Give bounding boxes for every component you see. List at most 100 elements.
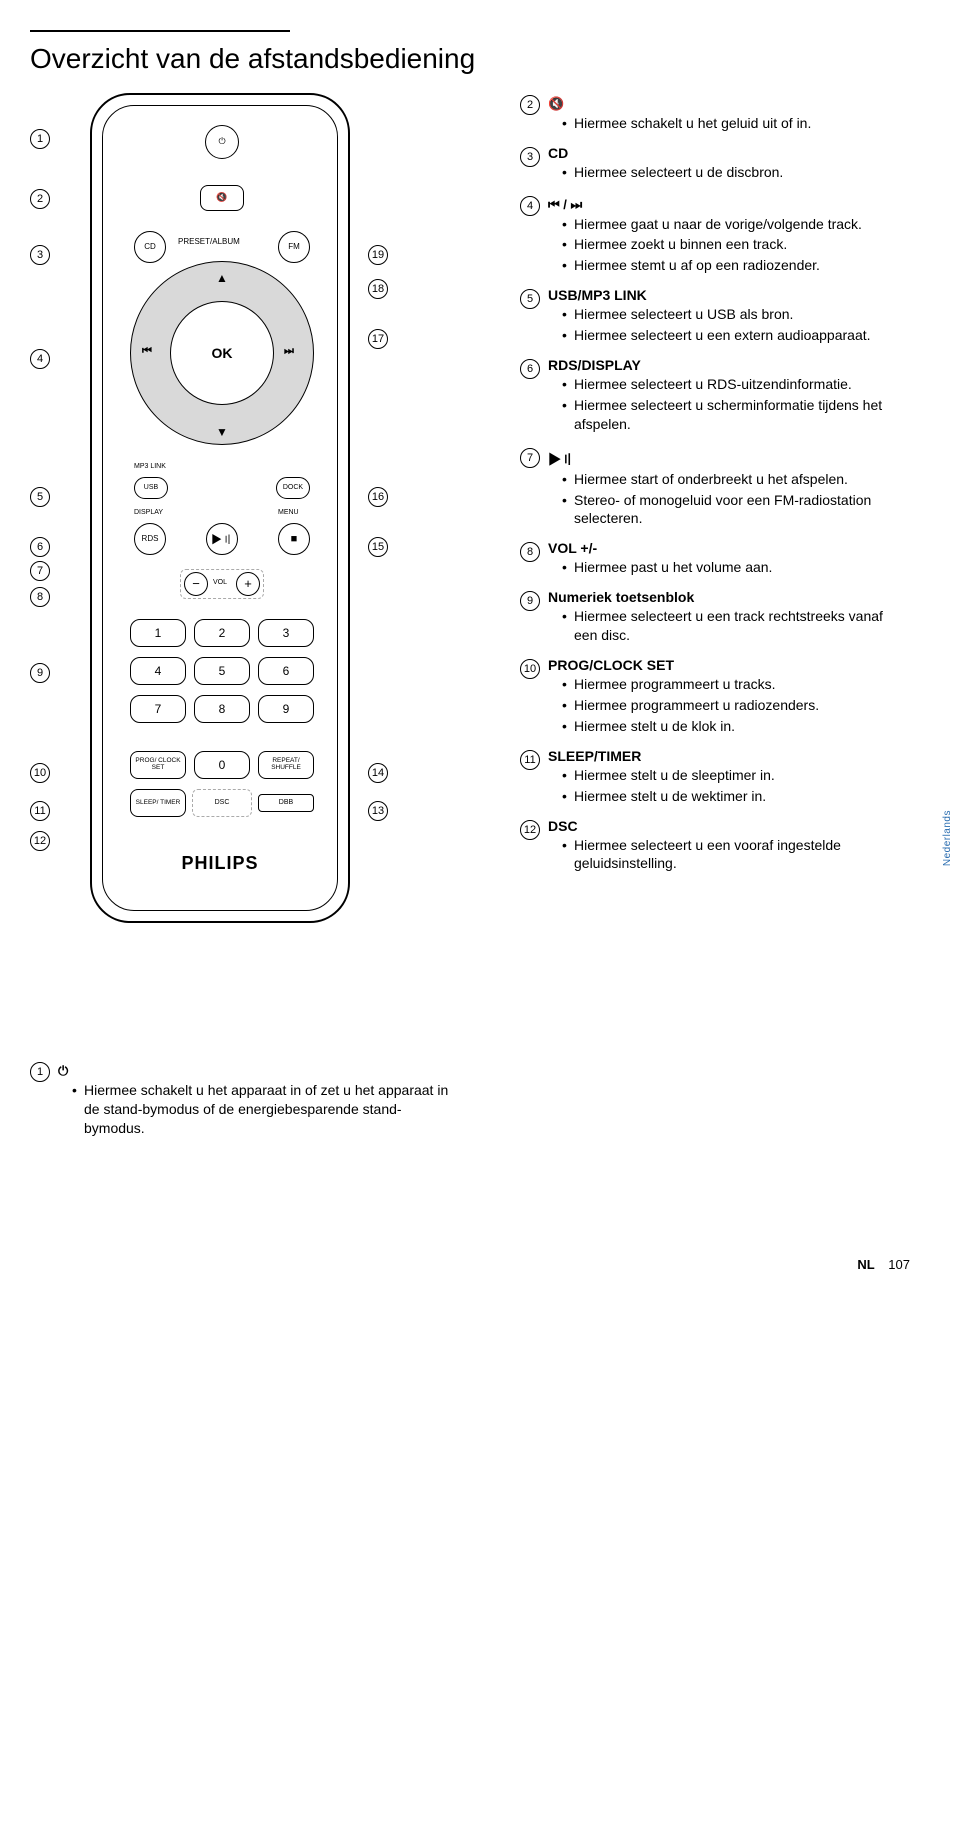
desc-num: 10 — [520, 659, 540, 679]
mute-button: 🔇 — [200, 185, 244, 211]
top-rule — [30, 30, 290, 32]
callout-13: 13 — [368, 801, 388, 821]
desc-bullet: Hiermee selecteert u scherminformatie ti… — [562, 396, 910, 434]
desc-item-10: 10PROG/CLOCK SETHiermee programmeert u t… — [520, 657, 910, 738]
desc-num: 7 — [520, 448, 540, 468]
remote-outline: ⏻ 🔇 CD PRESET/ALBUM FM OK ▲ ▼ ⏮ ⏭ MP3 LI… — [90, 93, 350, 923]
desc-heading: CD — [548, 145, 568, 161]
desc-icon: 🔇 — [548, 96, 564, 112]
desc-num: 2 — [520, 95, 540, 115]
prog-button: PROG/ CLOCK SET — [130, 751, 186, 779]
repeat-button: REPEAT/ SHUFFLE — [258, 751, 314, 779]
desc-item-12: 12 DSC Hiermee selecteert u een vooraf ing… — [520, 818, 910, 876]
prev-track: ⏮ — [142, 345, 152, 358]
desc-item-3: 3 CD Hiermee selecteert u de discbron. — [520, 145, 910, 184]
next-track: ⏭ — [284, 345, 294, 358]
dsc-button: DSC — [194, 794, 250, 812]
desc-bullet: Hiermee stelt u de klok in. — [562, 717, 819, 736]
dbb-button: DBB — [258, 794, 314, 812]
footer-page: 107 — [888, 1257, 910, 1272]
key-0: 0 — [194, 751, 250, 779]
usb-button: USB — [134, 477, 168, 499]
preset-label: PRESET/ALBUM — [178, 237, 240, 246]
callout-7: 7 — [30, 561, 50, 581]
mp3link-label: MP3 LINK — [134, 463, 166, 470]
up-arrow: ▲ — [216, 271, 228, 285]
desc-bullet: Hiermee schakelt u het apparaat in of ze… — [72, 1081, 450, 1138]
key-8: 8 — [194, 695, 250, 723]
desc-num: 3 — [520, 147, 540, 167]
callout-5: 5 — [30, 487, 50, 507]
desc-item-9: 9 Numeriek toetsenblok Hiermee selecteert … — [520, 589, 910, 647]
vol-minus: − — [184, 572, 208, 596]
page-title: Overzicht van de afstandsbediening — [30, 44, 910, 75]
desc-item-5: 5USB/MP3 LINKHiermee selecteert u USB al… — [520, 287, 910, 347]
sleep-button: SLEEP/ TIMER — [130, 789, 186, 817]
stop-button: ■ — [278, 523, 310, 555]
desc-item-6: 6RDS/DISPLAYHiermee selecteert u RDS-uit… — [520, 357, 910, 436]
vol-plus: + — [236, 572, 260, 596]
power-button: ⏻ — [205, 125, 239, 159]
callout-12: 12 — [30, 831, 50, 851]
desc-bullet: Hiermee past u het volume aan. — [562, 558, 772, 577]
callout-10: 10 — [30, 763, 50, 783]
callout-18: 18 — [368, 279, 388, 299]
callout-8: 8 — [30, 587, 50, 607]
desc-bullet: Hiermee start of onderbreekt u het afspe… — [562, 470, 910, 489]
desc-bullet: Hiermee programmeert u radiozenders. — [562, 696, 819, 715]
footer-lang: NL — [857, 1257, 874, 1272]
key-5: 5 — [194, 657, 250, 685]
callout-15: 15 — [368, 537, 388, 557]
desc-heading: Numeriek toetsenblok — [548, 589, 694, 605]
desc-num: 11 — [520, 750, 540, 770]
desc-bullet: Hiermee stelt u de sleeptimer in. — [562, 766, 775, 785]
desc-bullet: Hiermee selecteert u een track rechtstre… — [562, 607, 910, 645]
desc-bullet: Hiermee stelt u de wektimer in. — [562, 787, 775, 806]
desc-num: 9 — [520, 591, 540, 611]
desc-bullet: Hiermee zoekt u binnen een track. — [562, 235, 862, 254]
language-tab: Nederlands — [942, 810, 953, 866]
dock-button: DOCK — [276, 477, 310, 499]
callout-2: 2 — [30, 189, 50, 209]
callout-16: 16 — [368, 487, 388, 507]
desc-heading: DSC — [548, 818, 578, 834]
callout-3: 3 — [30, 245, 50, 265]
desc-heading: RDS/DISPLAY — [548, 357, 641, 373]
desc-num: 4 — [520, 196, 540, 216]
callout-1: 1 — [30, 129, 50, 149]
callout-4: 4 — [30, 349, 50, 369]
key-1: 1 — [130, 619, 186, 647]
desc-bullet: Hiermee selecteert u RDS-uitzendinformat… — [562, 375, 910, 394]
desc-bullet: Hiermee selecteert u een vooraf ingestel… — [562, 836, 910, 874]
callout-6: 6 — [30, 537, 50, 557]
callout-14: 14 — [368, 763, 388, 783]
key-6: 6 — [258, 657, 314, 685]
desc-item-11: 11SLEEP/TIMERHiermee stelt u de sleeptim… — [520, 748, 910, 808]
callout-19: 19 — [368, 245, 388, 265]
desc-icon: ⏮ / ⏭ — [548, 197, 582, 213]
rds-button: RDS — [134, 523, 166, 555]
desc-bullet: Stereo- of monogeluid voor een FM-radios… — [562, 491, 910, 529]
desc-item-4: 4⏮ / ⏭Hiermee gaat u naar de vorige/volg… — [520, 194, 910, 278]
brand-logo: PHILIPS — [92, 853, 348, 874]
callout-11: 11 — [30, 801, 50, 821]
desc-bullet: Hiermee stemt u af op een radiozender. — [562, 256, 862, 275]
page-footer: NL 107 — [857, 1257, 910, 1272]
desc-num: 12 — [520, 820, 540, 840]
fm-button: FM — [278, 231, 310, 263]
callout-17: 17 — [368, 329, 388, 349]
desc-heading: USB/MP3 LINK — [548, 287, 647, 303]
desc-bullet: Hiermee selecteert u USB als bron. — [562, 305, 871, 324]
desc-heading: VOL +/- — [548, 540, 597, 556]
desc-item-2: 2 🔇 Hiermee schakelt u het geluid uit of i… — [520, 93, 910, 135]
key-9: 9 — [258, 695, 314, 723]
desc-item-7: 7▶〢Hiermee start of onderbreekt u het af… — [520, 446, 910, 531]
play-button: ▶〢 — [206, 523, 238, 555]
left-column: 123456789101112 ⏻ 🔇 CD PRESET/ALBUM FM O… — [30, 93, 490, 1833]
desc-num: 8 — [520, 542, 540, 562]
key-3: 3 — [258, 619, 314, 647]
desc-bullet: Hiermee schakelt u het geluid uit of in. — [562, 114, 811, 133]
down-arrow: ▼ — [216, 425, 228, 439]
desc-bullet: Hiermee selecteert u de discbron. — [562, 163, 783, 182]
power-icon: ⏻ — [58, 1063, 68, 1079]
